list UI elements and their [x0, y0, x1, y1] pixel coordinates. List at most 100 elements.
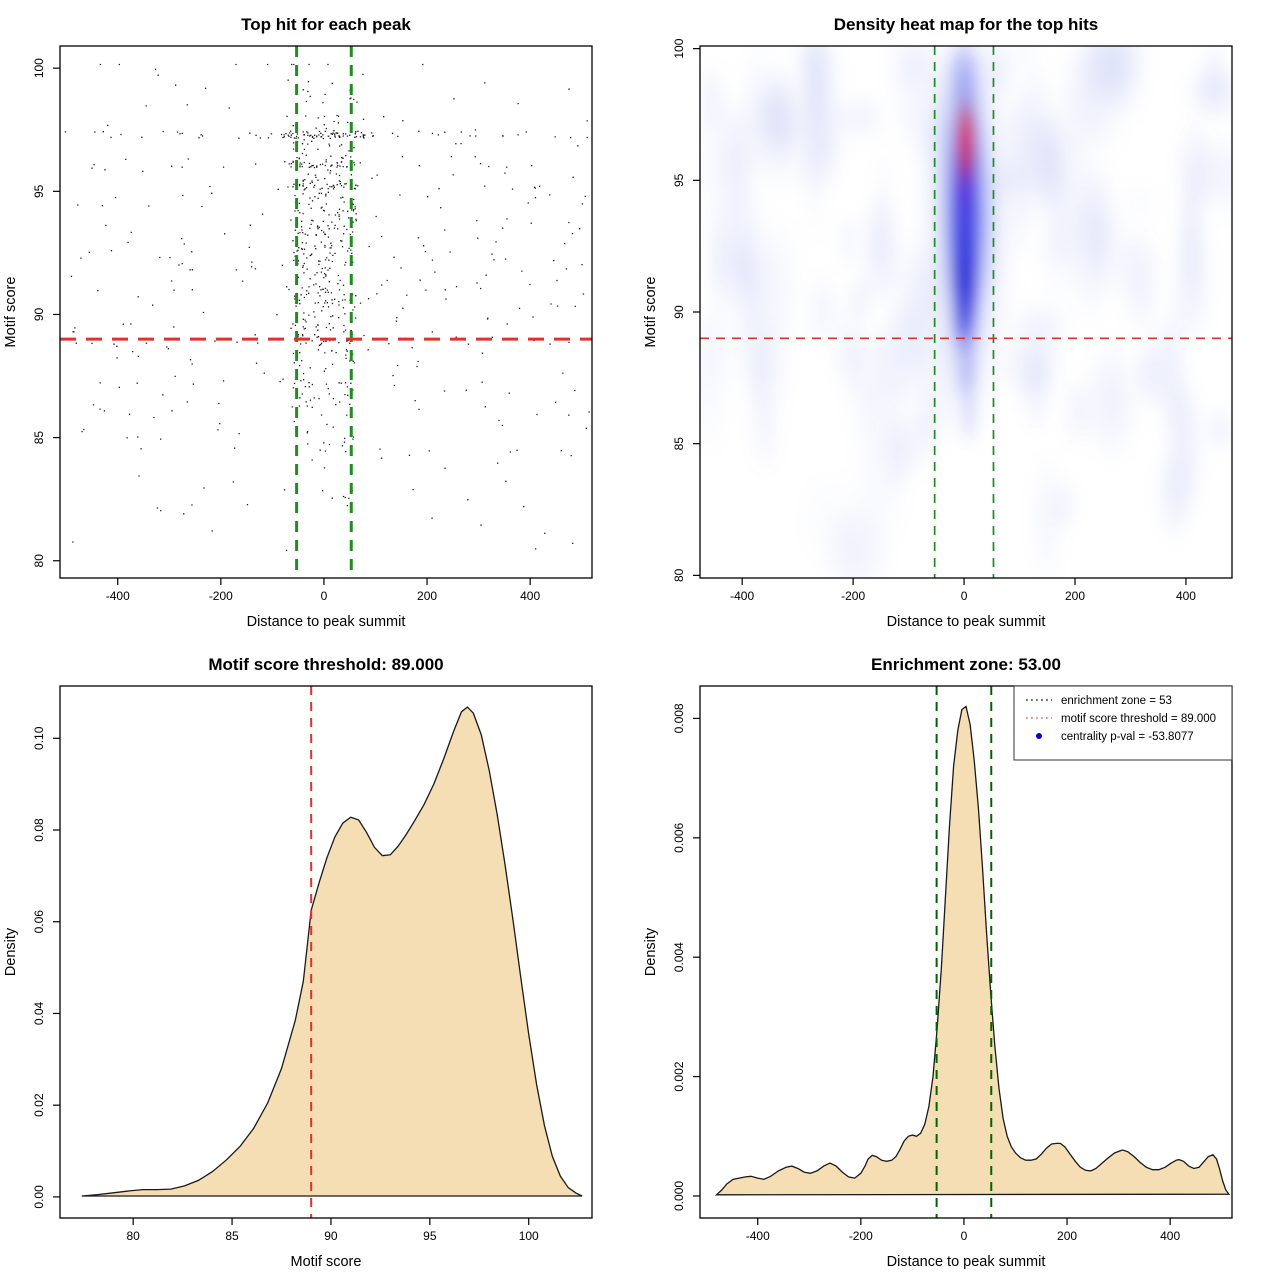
- x-tick-label: 85: [225, 1229, 239, 1243]
- density-blob: [757, 64, 805, 170]
- y-axis-label: Density: [643, 927, 659, 976]
- y-tick-label: 95: [672, 173, 686, 187]
- legend-item-label: centrality p-val = -53.8077: [1061, 731, 1194, 743]
- x-tick-label: 0: [961, 589, 968, 603]
- legend-box: [1013, 685, 1233, 761]
- density-blob: [831, 304, 870, 399]
- panel-title: Enrichment zone: 53.00: [871, 655, 1061, 674]
- plot-box: [59, 685, 593, 1219]
- y-axis-label: Density: [3, 927, 19, 976]
- y-tick-label: 100: [672, 38, 686, 58]
- y-tick-label: 0.08: [32, 818, 46, 842]
- density-blob: [747, 211, 805, 361]
- x-tick-label: -200: [209, 589, 233, 603]
- x-tick-label: 200: [1065, 589, 1085, 603]
- density-blob: [746, 383, 783, 478]
- x-axis-label: Distance to peak summit: [887, 1254, 1046, 1270]
- x-tick-label: 200: [1057, 1229, 1077, 1243]
- score-density-plot-area: 80 85 90 95 100 0.00 0.02 0.04 0.06 0.08 0.10: [32, 685, 593, 1243]
- density-blob: [820, 499, 892, 578]
- y-tick-label: 80: [672, 568, 686, 582]
- y-tick-label: 0.008: [672, 703, 686, 733]
- density-blob: [700, 59, 729, 144]
- density-blob: [1118, 222, 1163, 339]
- x-tick-label: 0: [961, 1229, 968, 1243]
- x-axis-label: Distance to peak summit: [247, 614, 406, 630]
- x-tick-label: -400: [730, 589, 754, 603]
- density-blob: [1018, 340, 1054, 436]
- x-tick-label: 400: [520, 589, 540, 603]
- y-tick-label: 0.00: [32, 1185, 46, 1209]
- density-blob: [1200, 403, 1232, 457]
- y-tick-label: 0.006: [672, 822, 686, 852]
- density-blob: [858, 185, 904, 312]
- density-blob: [1076, 153, 1119, 281]
- x-tick-label: 400: [1160, 1229, 1180, 1243]
- y-tick-label: 90: [672, 305, 686, 319]
- density-blob: [1082, 332, 1141, 468]
- density-blob: [700, 299, 732, 461]
- density-blob: [1173, 111, 1219, 228]
- x-tick-label: 95: [423, 1229, 437, 1243]
- x-tick-label: -400: [746, 1229, 770, 1243]
- y-tick-label: 0.02: [32, 1093, 46, 1117]
- y-tick-label: 0.06: [32, 910, 46, 934]
- y-tick-label: 0.10: [32, 726, 46, 750]
- density-blob: [837, 207, 859, 276]
- scatter-plot-area: -400 -200 0 200 400 80 85 90 95 100: [32, 45, 593, 603]
- y-tick-label: 0.000: [672, 1181, 686, 1211]
- panel-density-heatmap: Density heat map for the top hits Distan…: [640, 0, 1280, 640]
- panel-title: Motif score threshold: 89.000: [208, 655, 443, 674]
- heatmap-plot-area: -400 -200 0 200 400 80 85 90 95 100: [672, 38, 1233, 603]
- density-blob: [1165, 383, 1206, 528]
- x-tick-label: 400: [1176, 589, 1196, 603]
- density-blob: [1060, 369, 1096, 455]
- panel-distance-density: Enrichment zone: 53.00 Distance to peak …: [640, 640, 1280, 1280]
- density-curve: [714, 705, 1231, 1196]
- y-axis-label: Motif score: [3, 277, 19, 348]
- y-tick-label: 85: [672, 437, 686, 451]
- x-axis-label: Distance to peak summit: [887, 614, 1046, 630]
- heatmap-field: [700, 46, 1232, 578]
- distance-density-svg: Enrichment zone: 53.00 Distance to peak …: [643, 655, 1233, 1270]
- x-axis-label: Motif score: [291, 1254, 362, 1270]
- score-density-svg: Motif score threshold: 89.000 Motif scor…: [3, 655, 593, 1270]
- x-tick-label: 0: [321, 589, 328, 603]
- x-tick-label: 200: [417, 589, 437, 603]
- density-blob: [961, 388, 978, 447]
- density-blob: [878, 414, 917, 499]
- density-blob: [1029, 446, 1066, 578]
- y-tick-label: 85: [32, 431, 46, 445]
- y-tick-label: 0.002: [672, 1061, 686, 1091]
- scatter-plot-svg: Top hit for each peak Distance to peak s…: [3, 15, 593, 630]
- panel-title: Density heat map for the top hits: [834, 15, 1098, 34]
- density-blob: [1088, 46, 1153, 130]
- density-blob: [1030, 103, 1071, 220]
- density-blob: [797, 77, 848, 194]
- y-tick-label: 100: [32, 58, 46, 78]
- density-blob: [1197, 46, 1231, 115]
- density-blob: [946, 46, 982, 120]
- page-title: Top hit for each peak: [241, 15, 411, 34]
- legend: enrichment zone = 53 motif score threshol…: [1013, 685, 1233, 761]
- y-axis-label: Motif score: [643, 277, 659, 348]
- density-curve: [81, 706, 583, 1197]
- y-tick-label: 80: [32, 554, 46, 568]
- plot-box: [699, 685, 1233, 1219]
- y-tick-label: 0.04: [32, 1001, 46, 1025]
- density-blob: [1008, 46, 1042, 80]
- legend-item-label: enrichment zone = 53: [1061, 695, 1172, 707]
- x-tick-label: 80: [126, 1229, 140, 1243]
- x-tick-label: 100: [519, 1229, 539, 1243]
- scatter-points: [64, 63, 590, 552]
- panel-scatter-top-hits: Top hit for each peak Distance to peak s…: [0, 0, 640, 640]
- legend-item-label: motif score threshold = 89.000: [1061, 713, 1216, 725]
- legend-marker-dot: [1036, 733, 1042, 739]
- distance-density-plot-area: -400 -200 0 200 400 0.000 0.002 0.004 0.006 0.008…: [672, 685, 1233, 1243]
- y-tick-label: 95: [32, 184, 46, 198]
- plot-box: [59, 45, 593, 579]
- density-blob: [707, 198, 750, 315]
- x-tick-label: -200: [841, 589, 865, 603]
- y-tick-label: 90: [32, 307, 46, 321]
